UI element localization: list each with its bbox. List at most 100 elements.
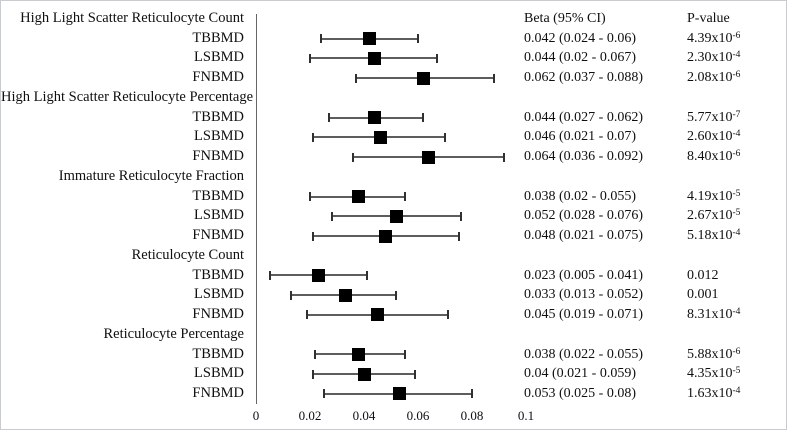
ci-cap-right xyxy=(435,53,438,63)
bmd-row-label: LSBMD xyxy=(194,207,244,224)
x-tick-label: 0 xyxy=(252,408,260,423)
bmd-row-label: FNBMD xyxy=(192,306,244,323)
p-value-text: 4.39x10-6 xyxy=(687,30,741,46)
ci-cap-right xyxy=(444,132,446,142)
ci-cap-left xyxy=(311,132,314,142)
ci-cap-left xyxy=(327,113,330,123)
p-value-exponent: -4 xyxy=(732,129,741,140)
ci-cap-right xyxy=(414,369,417,379)
p-value-text: 2.60x10-4 xyxy=(687,129,741,145)
ci-cap-right xyxy=(460,211,463,221)
ci-cap-left xyxy=(322,389,325,399)
bmd-row-label: FNBMD xyxy=(192,227,244,244)
beta-marker xyxy=(416,71,430,85)
ci-cap-right xyxy=(395,290,398,300)
beta-ci-text: 0.023 (0.005 - 0.041) xyxy=(524,267,643,283)
ci-cap-right xyxy=(492,73,495,83)
ci-cap-right xyxy=(403,349,406,359)
beta-marker xyxy=(362,32,376,46)
p-value-exponent: -7 xyxy=(732,109,741,120)
bmd-row-label: TBBMD xyxy=(192,108,244,125)
ci-cap-left xyxy=(268,270,271,280)
ci-cap-left xyxy=(314,349,317,359)
p-value-text: 2.67x10-5 xyxy=(687,208,741,224)
ci-cap-left xyxy=(319,34,322,44)
ci-cap-right xyxy=(457,231,460,241)
p-value-exponent: -6 xyxy=(732,70,741,81)
ci-cap-left xyxy=(311,231,314,241)
beta-marker xyxy=(352,190,366,204)
bmd-row-label: LSBMD xyxy=(194,128,244,145)
ci-cap-right xyxy=(403,192,406,202)
p-value-text: 5.77x10-7 xyxy=(687,109,741,125)
x-tick-label: 0.04 xyxy=(352,408,376,423)
p-value-exponent: -4 xyxy=(732,50,741,61)
y-axis-line xyxy=(256,14,257,404)
beta-ci-text: 0.042 (0.024 - 0.06) xyxy=(524,30,636,46)
p-value-exponent: -5 xyxy=(732,208,741,219)
x-tick-label: 0.02 xyxy=(298,408,322,423)
beta-marker xyxy=(373,130,387,144)
ci-cap-right xyxy=(446,310,449,320)
p-value-text: 5.18x10-4 xyxy=(687,228,741,244)
beta-marker xyxy=(338,288,352,302)
ci-cap-right xyxy=(365,270,368,280)
x-tick-label: 0.06 xyxy=(406,408,430,423)
beta-marker xyxy=(422,150,436,164)
beta-marker xyxy=(371,308,384,322)
ci-cap-left xyxy=(309,53,311,63)
beta-ci-text: 0.052 (0.028 - 0.076) xyxy=(524,208,643,224)
beta-ci-text: 0.038 (0.02 - 0.055) xyxy=(524,188,636,204)
beta-ci-text: 0.062 (0.037 - 0.088) xyxy=(524,70,643,86)
beta-ci-text: 0.048 (0.021 - 0.075) xyxy=(524,228,643,244)
beta-ci-text: 0.046 (0.021 - 0.07) xyxy=(524,129,636,145)
p-value-text: 8.40x10-6 xyxy=(687,149,741,165)
ci-cap-left xyxy=(354,73,357,83)
p-value-text: 1.63x10-4 xyxy=(687,386,741,402)
bmd-row-label: TBBMD xyxy=(192,266,244,283)
p-value-text: 4.35x10-5 xyxy=(687,366,741,382)
p-value-exponent: -5 xyxy=(732,366,741,377)
ci-cap-left xyxy=(309,192,311,202)
beta-marker xyxy=(379,229,393,243)
p-value-text: 0.001 xyxy=(687,287,719,303)
group-label: High Light Scatter Reticulocyte Percenta… xyxy=(1,88,254,105)
x-tick-label: 0.08 xyxy=(460,408,484,423)
p-value-text: 2.08x10-6 xyxy=(687,70,741,86)
ci-cap-right xyxy=(471,389,473,399)
p-value-exponent: -6 xyxy=(732,346,741,357)
group-label: Immature Reticulocyte Fraction xyxy=(58,167,244,184)
bmd-row-label: LSBMD xyxy=(194,286,244,303)
ci-cap-left xyxy=(330,211,333,221)
p-value-text: 8.31x10-4 xyxy=(687,307,741,323)
ci-cap-left xyxy=(306,310,309,320)
p-value-exponent: -5 xyxy=(732,188,741,199)
group-label: High Light Scatter Reticulocyte Count xyxy=(20,10,244,26)
beta-marker xyxy=(392,387,406,401)
ci-cap-right xyxy=(417,34,419,44)
pvalue-column-header: P-value xyxy=(687,11,730,26)
x-tick-label: 0.1 xyxy=(517,408,535,423)
p-value-text: 5.88x10-6 xyxy=(687,346,741,362)
beta-ci-text: 0.038 (0.022 - 0.055) xyxy=(524,346,643,362)
bmd-row-label: TBBMD xyxy=(192,187,244,204)
beta-marker xyxy=(357,367,371,381)
p-value-text: 4.19x10-5 xyxy=(687,188,741,204)
bmd-row-label: LSBMD xyxy=(194,365,244,382)
beta-ci-text: 0.053 (0.025 - 0.08) xyxy=(524,386,636,402)
p-value-exponent: -6 xyxy=(732,30,741,41)
beta-ci-text: 0.033 (0.013 - 0.052) xyxy=(524,287,643,303)
beta-ci-text: 0.04 (0.021 - 0.059) xyxy=(524,366,636,382)
p-value-exponent: -4 xyxy=(732,386,741,397)
p-value-text: 2.30x10-4 xyxy=(687,50,741,66)
bmd-row-label: FNBMD xyxy=(192,69,244,86)
ci-cap-right xyxy=(503,152,506,162)
bmd-row-label: FNBMD xyxy=(192,148,244,165)
beta-marker xyxy=(352,347,366,361)
beta-marker xyxy=(311,268,325,282)
ci-cap-left xyxy=(311,369,314,379)
beta-ci-text: 0.044 (0.02 - 0.067) xyxy=(524,50,636,66)
bmd-row-label: TBBMD xyxy=(192,29,244,46)
beta-ci-text: 0.044 (0.027 - 0.062) xyxy=(524,109,643,125)
